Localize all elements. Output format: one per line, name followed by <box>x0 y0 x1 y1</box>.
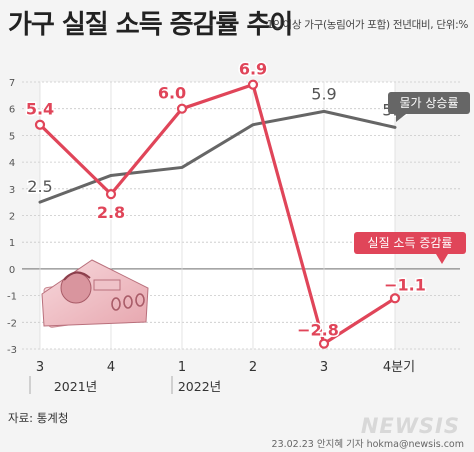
real-income-value-label: 6.9 <box>239 60 267 79</box>
y-tick-label: 6 <box>9 105 15 116</box>
real-income-point <box>176 103 188 114</box>
x-tick-label: 3 <box>36 360 44 375</box>
x-tick-label: 2 <box>249 360 257 375</box>
real-income-value-label: 2.8 <box>97 203 125 222</box>
legend-income-box <box>354 232 466 254</box>
real-income-value-label: −2.8 <box>297 321 339 340</box>
inflation-value-label: 5.9 <box>311 84 336 103</box>
real-income-point <box>247 79 259 90</box>
real-income-point <box>318 338 330 349</box>
y-tick-label: -3 <box>7 345 17 356</box>
legend-inflation-label: 물가 상승률 <box>399 96 458 110</box>
banknote-illustration <box>41 259 149 328</box>
real-income-point <box>389 293 401 304</box>
credit-line: 23.02.23 안지혜 기자 hokma@newsis.com <box>271 439 464 450</box>
y-tick-label: 2 <box>9 212 15 223</box>
y-tick-label: 0 <box>9 265 15 276</box>
y-tick-label: -1 <box>7 292 17 303</box>
real-income-value-label: 5.4 <box>26 100 54 119</box>
y-tick-label: -2 <box>7 318 17 329</box>
x-tick-label: 1 <box>178 360 186 375</box>
y-tick-label: 7 <box>9 78 15 89</box>
legend-income-label: 실질 소득 증감률 <box>368 236 453 250</box>
real-income-point <box>34 119 46 130</box>
inflation-series-line <box>38 109 397 204</box>
year-label: 2021년 <box>54 379 97 394</box>
y-tick-label: 5 <box>9 131 15 142</box>
x-tick-label: 3 <box>320 360 328 375</box>
legend-inflation-box <box>388 92 470 114</box>
chart-subtitle: 1인이상 가구(농림어가 포함) 전년대비, 단위:% <box>266 19 469 31</box>
real-income-value-label: −1.1 <box>384 275 426 294</box>
banknote-zeros <box>111 293 145 311</box>
year-label: 2022년 <box>178 379 221 394</box>
chart-title: 가구 실질 소득 증감률 추이 <box>8 10 293 40</box>
x-tick-label: 4 <box>107 360 115 375</box>
real-income-point <box>105 189 117 200</box>
watermark: NEWSIS <box>360 414 460 438</box>
y-tick-label: 1 <box>9 238 15 249</box>
x-tick-label: 4분기 <box>383 360 415 375</box>
real-income-series-line <box>38 83 397 346</box>
legend-inflation-pointer <box>396 114 406 122</box>
y-tick-label: 4 <box>9 158 15 169</box>
y-tick-label: 3 <box>9 185 15 196</box>
real-income-value-label: 6.0 <box>158 84 186 103</box>
inflation-value-label: 2.5 <box>27 177 52 196</box>
legend-income-pointer <box>436 254 448 264</box>
data-source: 자료: 통계청 <box>8 411 69 425</box>
